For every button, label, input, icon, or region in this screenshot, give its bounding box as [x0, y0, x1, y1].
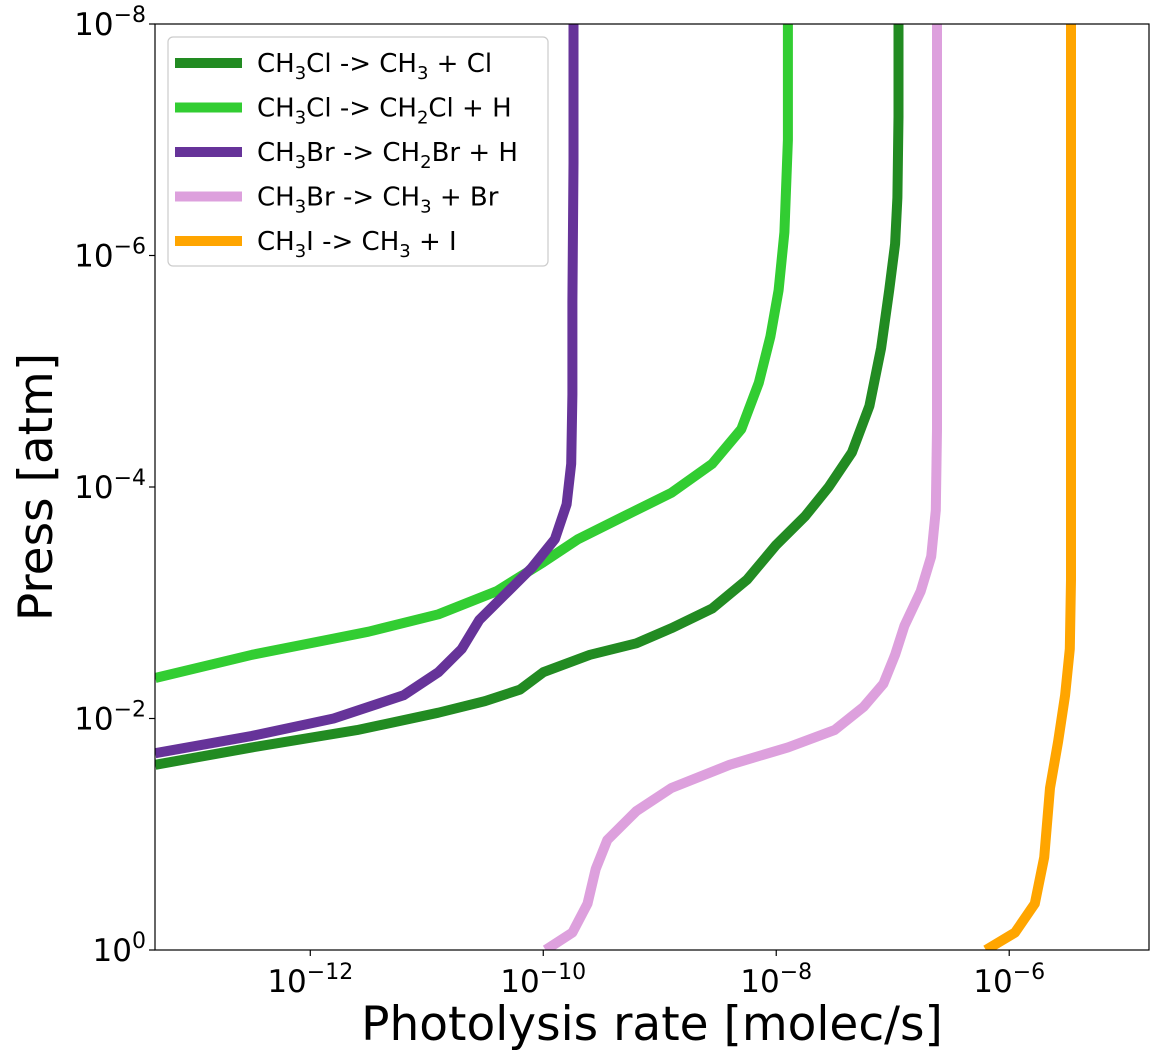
legend-label-0: CH3Cl -> CH3 + Cl [257, 49, 492, 84]
y-tick-label: 100 [93, 929, 146, 969]
y-tick-label: 10−4 [74, 466, 146, 506]
x-tick-label: 10−6 [973, 960, 1045, 1000]
x-axis: 10−12 10−10 10−8 10−6 [267, 950, 1045, 1000]
series-line-0 [155, 24, 904, 770]
x-tick-label: 10−12 [267, 960, 353, 1000]
x-axis-title: Photolysis rate [molec/s] [361, 997, 943, 1052]
y-tick-label: 10−2 [74, 698, 146, 738]
series-line-2 [155, 24, 579, 759]
y-tick-label: 10−8 [74, 3, 146, 43]
legend-label-2: CH3Br -> CH2Br + H [257, 138, 518, 173]
series-line-4 [983, 24, 1076, 950]
series-layer [155, 24, 1076, 950]
legend-label-4: CH3I -> CH3 + I [257, 227, 457, 262]
x-tick-label: 10−10 [500, 960, 586, 1000]
legend-label-1: CH3Cl -> CH2Cl + H [257, 94, 512, 129]
legend-box [167, 36, 549, 267]
legend-label-3: CH3Br -> CH3 + Br [257, 183, 499, 218]
series-line-1 [155, 24, 793, 683]
series-line-3 [542, 24, 942, 950]
y-tick-label: 10−6 [74, 235, 146, 275]
y-axis: 100 10−2 10−4 10−6 10−8 [74, 3, 155, 969]
y-axis-title: Press [atm] [9, 353, 64, 621]
x-tick-label: 10−8 [740, 960, 812, 1000]
legend: CH3Cl -> CH3 + Cl CH3Cl -> CH2Cl + H CH3Br… [167, 36, 549, 267]
